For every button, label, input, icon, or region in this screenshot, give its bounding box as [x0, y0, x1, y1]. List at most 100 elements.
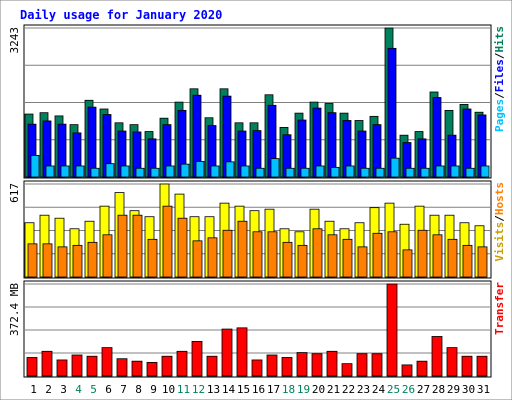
label-part: / — [493, 92, 506, 99]
x-tick-label-day-12: 12 — [192, 383, 205, 396]
y-max-label: 3243 — [8, 27, 21, 54]
x-tick-label-day-25: 25 — [387, 383, 400, 396]
x-tick-label-day-26: 26 — [402, 383, 415, 396]
bar-pages-day-1 — [30, 155, 40, 178]
bar-transfer-day-31 — [476, 355, 488, 377]
x-tick-label-day-16: 16 — [252, 383, 265, 396]
label-part: / — [493, 215, 506, 222]
bar-pages-day-29 — [450, 165, 460, 178]
bar-pages-day-4 — [75, 165, 85, 178]
bar-transfer-day-17 — [266, 354, 278, 377]
bar-hosts-day-1 — [27, 243, 38, 278]
bar-pages-day-28 — [435, 165, 445, 178]
y-max-label: 372.4 MB — [8, 283, 21, 336]
bar-transfer-day-3 — [56, 359, 68, 377]
bar-transfer-day-22 — [341, 363, 353, 377]
bar-transfer-day-11 — [176, 350, 188, 377]
bar-files-day-5 — [87, 106, 97, 178]
bar-transfer-day-2 — [41, 350, 53, 377]
bar-transfer-day-19 — [296, 352, 308, 377]
bar-pages-day-13 — [210, 165, 220, 178]
panel-kbytes: 372.4 MB Transfer — [8, 280, 506, 378]
label-part: / — [493, 52, 506, 59]
bar-hosts-day-17 — [267, 231, 278, 278]
bar-pages-day-26 — [405, 167, 415, 178]
bar-pages-day-12 — [195, 160, 205, 178]
bar-pages-day-11 — [180, 163, 190, 178]
bar-hosts-day-29 — [447, 238, 458, 278]
bar-hosts-day-10 — [162, 205, 173, 278]
bar-pages-day-16 — [255, 167, 265, 178]
bar-transfer-day-6 — [101, 347, 113, 377]
bar-pages-day-18 — [285, 167, 295, 178]
bar-pages-day-20 — [315, 165, 325, 178]
bar-hosts-day-8 — [132, 214, 143, 278]
x-tick-label-day-17: 17 — [267, 383, 280, 396]
bar-hosts-day-21 — [327, 234, 338, 278]
bar-pages-day-9 — [150, 167, 160, 178]
x-tick-label-day-8: 8 — [135, 383, 142, 396]
bar-hosts-day-6 — [102, 234, 113, 278]
bar-transfer-day-18 — [281, 357, 293, 377]
bar-transfer-day-30 — [461, 355, 473, 377]
bar-pages-day-21 — [330, 166, 340, 178]
bar-hosts-day-23 — [357, 246, 368, 278]
bar-files-day-28 — [432, 97, 442, 178]
bar-hosts-day-25 — [387, 231, 398, 278]
bar-pages-day-24 — [375, 167, 385, 178]
bar-hosts-day-30 — [462, 244, 473, 278]
bar-transfer-day-8 — [131, 360, 143, 377]
bar-pages-day-2 — [45, 165, 55, 178]
bar-hosts-day-7 — [117, 214, 128, 278]
bar-hosts-day-31 — [477, 246, 488, 278]
bar-pages-day-27 — [420, 167, 430, 178]
x-tick-label-day-13: 13 — [207, 383, 220, 396]
x-tick-label-day-19: 19 — [297, 383, 310, 396]
bar-transfer-day-1 — [26, 357, 38, 377]
x-tick-label-day-23: 23 — [357, 383, 370, 396]
bar-pages-day-15 — [240, 165, 250, 178]
bar-hosts-day-13 — [207, 237, 218, 278]
bar-pages-day-31 — [480, 165, 490, 178]
x-tick-label-day-3: 3 — [60, 383, 67, 396]
x-tick-label-day-4: 4 — [75, 383, 82, 396]
x-tick-label-day-27: 27 — [417, 383, 430, 396]
label-part: Hits — [493, 26, 506, 53]
bar-transfer-day-28 — [431, 336, 443, 377]
panel-series-label: Pages/Files/Hits — [493, 26, 506, 132]
bar-transfer-day-29 — [446, 347, 458, 377]
bar-pages-day-5 — [90, 167, 100, 178]
bar-pages-day-22 — [345, 165, 355, 178]
bar-transfer-day-26 — [401, 364, 413, 377]
bar-hosts-day-22 — [342, 238, 353, 278]
y-max-label: 617 — [8, 183, 21, 203]
panel-hits-files-pages: 3243 Pages/Files/Hits — [8, 24, 506, 179]
bar-transfer-day-9 — [146, 362, 158, 377]
x-tick-label-day-10: 10 — [162, 383, 175, 396]
bar-pages-day-10 — [165, 165, 175, 178]
bar-hosts-day-24 — [372, 232, 383, 278]
bar-hosts-day-18 — [282, 241, 293, 278]
bar-pages-day-23 — [360, 167, 370, 178]
bar-pages-day-7 — [120, 165, 130, 178]
x-tick-label-day-9: 9 — [150, 383, 157, 396]
x-tick-label-day-22: 22 — [342, 383, 355, 396]
x-axis-labels: 1 2 3 4 5 6 7 8 9 10 11 12 13 14 15 16 17 18 19 20 21 22 23 24 2… — [30, 383, 490, 396]
bar-transfer-day-7 — [116, 358, 128, 377]
x-tick-label-day-24: 24 — [372, 383, 386, 396]
bar-pages-day-14 — [225, 161, 235, 178]
x-tick-label-day-29: 29 — [447, 383, 460, 396]
panel-visits-hosts: 617 Visits/Hosts — [8, 180, 506, 279]
bar-hosts-day-27 — [417, 229, 428, 278]
bar-transfer-day-16 — [251, 359, 263, 377]
bar-hosts-day-2 — [42, 243, 53, 278]
bar-hosts-day-14 — [222, 229, 233, 278]
x-tick-label-day-1: 1 — [30, 383, 37, 396]
bar-hosts-day-15 — [237, 220, 248, 278]
bar-pages-day-6 — [105, 163, 115, 178]
bar-files-day-25 — [387, 47, 397, 178]
x-tick-label-day-11: 11 — [177, 383, 190, 396]
bar-hosts-day-5 — [87, 241, 98, 278]
chart-title: Daily usage for January 2020 — [20, 8, 222, 22]
